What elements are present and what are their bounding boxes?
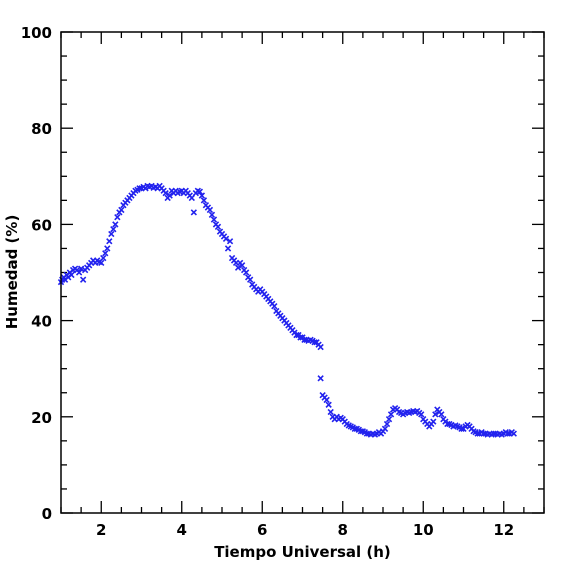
data-point xyxy=(504,430,511,437)
data-point xyxy=(242,269,250,276)
data-point xyxy=(432,411,439,418)
axis-ticks xyxy=(60,31,545,514)
data-point xyxy=(75,269,83,276)
data-point xyxy=(106,238,113,245)
data-point xyxy=(297,334,304,341)
x-tick-label: 10 xyxy=(413,521,434,539)
data-point xyxy=(293,331,300,339)
x-tick-label: 8 xyxy=(338,521,348,539)
data-point xyxy=(112,221,119,228)
data-point xyxy=(162,189,169,197)
data-point xyxy=(210,216,218,223)
data-point xyxy=(190,209,197,216)
data-point xyxy=(238,262,246,269)
data-point xyxy=(383,420,391,428)
data-point xyxy=(98,259,105,267)
data-point xyxy=(166,192,173,199)
data-point xyxy=(208,211,216,218)
data-point xyxy=(79,276,87,283)
data-point xyxy=(224,245,232,252)
data-point xyxy=(323,396,330,404)
y-tick-label: 20 xyxy=(31,409,52,427)
data-points xyxy=(57,182,517,438)
x-tick-label: 4 xyxy=(177,521,187,539)
data-point xyxy=(234,264,242,271)
data-point xyxy=(188,194,195,202)
data-point xyxy=(100,254,107,262)
y-tick-label: 0 xyxy=(42,505,52,523)
y-tick-label: 40 xyxy=(31,313,52,331)
data-point xyxy=(317,343,324,351)
data-point xyxy=(325,401,332,408)
x-tick-label: 12 xyxy=(493,521,514,539)
data-point xyxy=(226,238,234,245)
data-point xyxy=(206,206,214,214)
data-point xyxy=(385,416,393,423)
data-point xyxy=(104,245,111,252)
data-point xyxy=(317,375,324,382)
data-point xyxy=(247,276,254,283)
data-point xyxy=(311,339,318,346)
data-point xyxy=(118,206,125,214)
data-point xyxy=(114,214,121,221)
data-point xyxy=(438,411,445,418)
data-point xyxy=(68,271,75,279)
y-tick-label: 60 xyxy=(31,216,52,234)
data-point xyxy=(430,418,437,425)
data-point xyxy=(474,430,481,437)
data-point xyxy=(387,411,395,418)
x-tick-label: 2 xyxy=(96,521,106,539)
y-tick-label: 80 xyxy=(31,120,52,138)
data-point xyxy=(418,411,425,418)
data-point xyxy=(271,303,278,310)
data-point xyxy=(102,250,109,257)
data-point xyxy=(108,230,115,238)
x-tick-label: 6 xyxy=(257,521,267,539)
data-point xyxy=(458,425,465,432)
data-point xyxy=(198,192,206,199)
tick-labels: 2 4 6 8 10 12 0 20 40 60 80 100 xyxy=(21,24,515,539)
plot-frame xyxy=(60,31,545,514)
data-point xyxy=(196,188,204,195)
data-point xyxy=(136,185,143,192)
y-tick-label: 100 xyxy=(21,24,52,42)
data-point xyxy=(327,408,334,416)
data-point xyxy=(214,223,222,230)
data-point xyxy=(77,265,85,272)
data-point xyxy=(110,226,117,233)
data-point xyxy=(381,425,389,432)
y-axis-label: Humedad (%) xyxy=(3,215,21,330)
data-point xyxy=(510,430,517,437)
x-axis-label: Tiempo Universal (h) xyxy=(214,543,391,561)
data-point xyxy=(200,197,208,204)
data-point xyxy=(222,235,230,242)
